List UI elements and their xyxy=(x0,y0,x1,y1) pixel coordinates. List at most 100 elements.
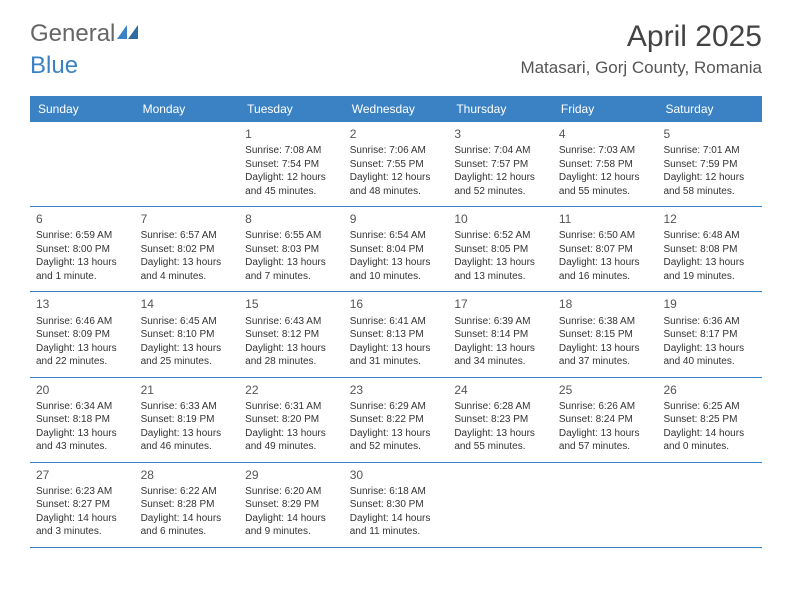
day-cell: 3Sunrise: 7:04 AMSunset: 7:57 PMDaylight… xyxy=(448,122,553,206)
sunset-text: Sunset: 8:29 PM xyxy=(245,498,338,512)
sunrise-text: Sunrise: 7:01 AM xyxy=(663,144,756,158)
sunrise-text: Sunrise: 6:20 AM xyxy=(245,485,338,499)
sunrise-text: Sunrise: 6:26 AM xyxy=(559,400,652,414)
daylight-text: Daylight: 13 hours and 25 minutes. xyxy=(141,342,234,369)
weeks-container: 1Sunrise: 7:08 AMSunset: 7:54 PMDaylight… xyxy=(30,122,762,548)
daylight-text: Daylight: 13 hours and 1 minute. xyxy=(36,256,129,283)
month-title: April 2025 xyxy=(520,20,762,54)
day-cell: 27Sunrise: 6:23 AMSunset: 8:27 PMDayligh… xyxy=(30,463,135,547)
day-number: 29 xyxy=(245,467,338,483)
calendar: SundayMondayTuesdayWednesdayThursdayFrid… xyxy=(30,96,762,548)
sunrise-text: Sunrise: 6:41 AM xyxy=(350,315,443,329)
sunrise-text: Sunrise: 7:03 AM xyxy=(559,144,652,158)
sunrise-text: Sunrise: 6:29 AM xyxy=(350,400,443,414)
sunrise-text: Sunrise: 6:57 AM xyxy=(141,229,234,243)
weekday-header: Monday xyxy=(135,96,240,122)
daylight-text: Daylight: 12 hours and 48 minutes. xyxy=(350,171,443,198)
day-cell: 15 Sunrise: 6:43 AMSunset: 8:12 PMDayligh… xyxy=(239,292,344,376)
day-number: 28 xyxy=(141,467,234,483)
day-number: 1 xyxy=(245,126,338,142)
location: Matasari, Gorj County, Romania xyxy=(520,58,762,78)
day-cell: 19Sunrise: 6:36 AMSunset: 8:17 PMDayligh… xyxy=(657,292,762,376)
sunset-text: Sunset: 8:03 PM xyxy=(245,243,338,257)
day-cell: 11Sunrise: 6:50 AMSunset: 8:07 PMDayligh… xyxy=(553,207,658,291)
day-cell: 6Sunrise: 6:59 AMSunset: 8:00 PMDaylight… xyxy=(30,207,135,291)
day-cell-empty xyxy=(30,122,135,206)
day-cell: 17Sunrise: 6:39 AMSunset: 8:14 PMDayligh… xyxy=(448,292,553,376)
sunset-text: Sunset: 7:59 PM xyxy=(663,158,756,172)
daylight-text: Daylight: 13 hours and 43 minutes. xyxy=(36,427,129,454)
daylight-text: Daylight: 12 hours and 55 minutes. xyxy=(559,171,652,198)
sunset-text: Sunset: 8:14 PM xyxy=(454,328,547,342)
day-cell-empty xyxy=(553,463,658,547)
day-number: 27 xyxy=(36,467,129,483)
daylight-text: Daylight: 13 hours and 40 minutes. xyxy=(663,342,756,369)
sunrise-text: Sunrise: 7:04 AM xyxy=(454,144,547,158)
day-number: 10 xyxy=(454,211,547,227)
title-block: April 2025 Matasari, Gorj County, Romani… xyxy=(520,20,762,78)
day-cell: 20Sunrise: 6:34 AMSunset: 8:18 PMDayligh… xyxy=(30,378,135,462)
sunset-text: Sunset: 8:30 PM xyxy=(350,498,443,512)
sunrise-text: Sunrise: 6:43 AM xyxy=(245,315,338,329)
day-number: 23 xyxy=(350,382,443,398)
sunrise-text: Sunrise: 6:25 AM xyxy=(663,400,756,414)
weekday-header-row: SundayMondayTuesdayWednesdayThursdayFrid… xyxy=(30,96,762,122)
sunset-text: Sunset: 8:10 PM xyxy=(141,328,234,342)
sunrise-text: Sunrise: 6:50 AM xyxy=(559,229,652,243)
week-row: 27Sunrise: 6:23 AMSunset: 8:27 PMDayligh… xyxy=(30,463,762,548)
daylight-text: Daylight: 13 hours and 13 minutes. xyxy=(454,256,547,283)
day-cell: 29 Sunrise: 6:20 AMSunset: 8:29 PMDayligh… xyxy=(239,463,344,547)
day-number: 4 xyxy=(559,126,652,142)
sunrise-text: Sunrise: 6:28 AM xyxy=(454,400,547,414)
sunset-text: Sunset: 8:13 PM xyxy=(350,328,443,342)
day-cell: 1Sunrise: 7:08 AMSunset: 7:54 PMDaylight… xyxy=(239,122,344,206)
sunset-text: Sunset: 8:00 PM xyxy=(36,243,129,257)
day-cell: 28 Sunrise: 6:22 AMSunset: 8:28 PMDayligh… xyxy=(135,463,240,547)
day-number: 3 xyxy=(454,126,547,142)
day-number: 5 xyxy=(663,126,756,142)
sunset-text: Sunset: 8:15 PM xyxy=(559,328,652,342)
weekday-header: Friday xyxy=(553,96,658,122)
sunrise-text: Sunrise: 6:34 AM xyxy=(36,400,129,414)
sunset-text: Sunset: 7:58 PM xyxy=(559,158,652,172)
weekday-header: Thursday xyxy=(448,96,553,122)
day-number: 18 xyxy=(559,296,652,312)
daylight-text: Daylight: 13 hours and 10 minutes. xyxy=(350,256,443,283)
sunrise-text: Sunrise: 6:48 AM xyxy=(663,229,756,243)
sunrise-text: Sunrise: 6:22 AM xyxy=(141,485,234,499)
week-row: 13Sunrise: 6:46 AMSunset: 8:09 PMDayligh… xyxy=(30,292,762,377)
sunset-text: Sunset: 8:07 PM xyxy=(559,243,652,257)
daylight-text: Daylight: 14 hours and 6 minutes. xyxy=(141,512,234,539)
sunset-text: Sunset: 8:17 PM xyxy=(663,328,756,342)
sunrise-text: Sunrise: 6:36 AM xyxy=(663,315,756,329)
header: General April 2025 Matasari, Gorj County… xyxy=(0,0,792,86)
sunset-text: Sunset: 7:54 PM xyxy=(245,158,338,172)
week-row: 20Sunrise: 6:34 AMSunset: 8:18 PMDayligh… xyxy=(30,378,762,463)
day-cell: 12Sunrise: 6:48 AMSunset: 8:08 PMDayligh… xyxy=(657,207,762,291)
sunset-text: Sunset: 8:28 PM xyxy=(141,498,234,512)
sunrise-text: Sunrise: 6:18 AM xyxy=(350,485,443,499)
day-number: 20 xyxy=(36,382,129,398)
daylight-text: Daylight: 14 hours and 3 minutes. xyxy=(36,512,129,539)
daylight-text: Daylight: 13 hours and 7 minutes. xyxy=(245,256,338,283)
day-cell: 9Sunrise: 6:54 AMSunset: 8:04 PMDaylight… xyxy=(344,207,449,291)
sunset-text: Sunset: 8:12 PM xyxy=(245,328,338,342)
day-cell: 7Sunrise: 6:57 AMSunset: 8:02 PMDaylight… xyxy=(135,207,240,291)
day-number: 15 xyxy=(245,296,338,312)
day-number: 26 xyxy=(663,382,756,398)
daylight-text: Daylight: 14 hours and 9 minutes. xyxy=(245,512,338,539)
day-cell: 23Sunrise: 6:29 AMSunset: 8:22 PMDayligh… xyxy=(344,378,449,462)
day-cell: 21Sunrise: 6:33 AMSunset: 8:19 PMDayligh… xyxy=(135,378,240,462)
sunset-text: Sunset: 8:22 PM xyxy=(350,413,443,427)
day-cell: 24Sunrise: 6:28 AMSunset: 8:23 PMDayligh… xyxy=(448,378,553,462)
day-number: 6 xyxy=(36,211,129,227)
weekday-header: Saturday xyxy=(657,96,762,122)
daylight-text: Daylight: 13 hours and 49 minutes. xyxy=(245,427,338,454)
sunrise-text: Sunrise: 6:45 AM xyxy=(141,315,234,329)
day-number: 22 xyxy=(245,382,338,398)
sunrise-text: Sunrise: 6:31 AM xyxy=(245,400,338,414)
day-number: 12 xyxy=(663,211,756,227)
daylight-text: Daylight: 13 hours and 28 minutes. xyxy=(245,342,338,369)
daylight-text: Daylight: 13 hours and 31 minutes. xyxy=(350,342,443,369)
day-number: 13 xyxy=(36,296,129,312)
